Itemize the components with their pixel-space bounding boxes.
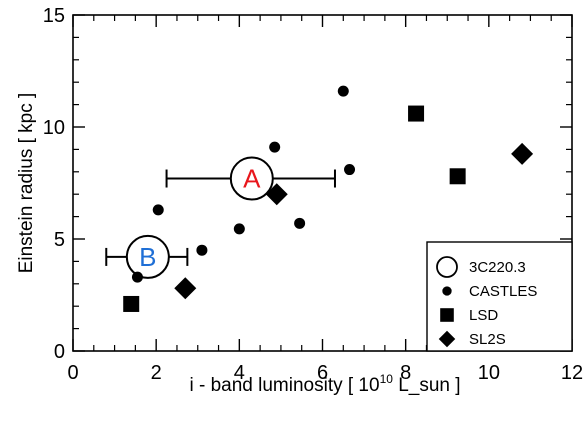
legend-marker [440, 308, 454, 322]
point-A [229, 156, 274, 201]
legend-label: LSD [469, 307, 498, 324]
point-label-B: B [139, 242, 156, 272]
legend-label: SL2S [469, 331, 506, 348]
y-tick-label: 5 [54, 229, 65, 251]
y-tick-label: 15 [43, 5, 65, 27]
x-tick-label: 12 [561, 362, 583, 384]
y-tick-label: 0 [54, 341, 65, 363]
legend: 3C220.3 CASTLES LSD SL2S [426, 241, 573, 352]
x-tick-label: 10 [478, 362, 500, 384]
lsd-point [123, 295, 140, 312]
y-axis-label: Einstein radius [ kpc ] [16, 93, 37, 274]
x-tick-label: 6 [317, 362, 328, 384]
x-axis-label: i - band luminosity [ 1010 L_sun ] [189, 372, 460, 396]
castles-point [152, 204, 164, 216]
point-B [125, 234, 170, 279]
legend-label: CASTLES [469, 283, 537, 300]
castles-point [344, 164, 356, 176]
castles-point [131, 271, 143, 283]
sl2s-point [511, 142, 534, 165]
legend-marker [438, 330, 456, 348]
point-label-A: A [243, 164, 261, 194]
legend-marker [436, 256, 458, 278]
x-tick-label: 0 [67, 362, 78, 384]
castles-point [269, 141, 281, 153]
lsd-point [408, 105, 425, 122]
castles-point [233, 223, 245, 235]
y-tick-label: 10 [43, 117, 65, 139]
x-tick-label: 8 [400, 362, 411, 384]
legend-label: 3C220.3 [469, 259, 526, 276]
castles-point [337, 85, 349, 97]
sl2s-point [174, 277, 197, 300]
sl2s-point [265, 183, 288, 206]
x-tick-label: 4 [234, 362, 245, 384]
castles-point [196, 244, 208, 256]
legend-marker [442, 286, 452, 296]
data-points: AB [123, 85, 534, 312]
castles-point [294, 217, 306, 229]
axis-ticks: 0 2 4 6 8 10 12 0 5 10 15 [43, 5, 583, 384]
lsd-point [449, 168, 466, 185]
x-tick-label: 2 [151, 362, 162, 384]
